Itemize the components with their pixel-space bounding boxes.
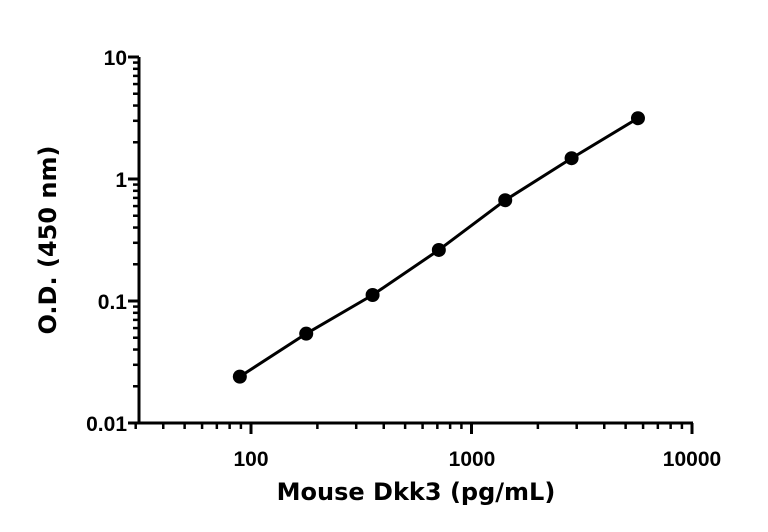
data-point [299, 326, 314, 341]
data-point [564, 151, 579, 166]
y-tick-label: 1 [115, 169, 127, 192]
x-tick-label: 1000 [449, 448, 496, 471]
data-point [365, 287, 380, 302]
x-tick-label: 10000 [663, 448, 721, 471]
y-tick-label: 0.01 [86, 413, 127, 436]
data-point [232, 369, 247, 384]
y-tick-label: 0.1 [98, 291, 128, 314]
x-tick-label: 100 [233, 448, 268, 471]
data-point [630, 111, 645, 126]
plot-area [128, 55, 694, 434]
y-tick-label: 10 [104, 47, 127, 70]
x-axis-title: Mouse Dkk3 (pg/mL) [277, 478, 556, 506]
data-point [431, 242, 446, 257]
data-point [498, 193, 513, 208]
y-axis-title: O.D. (450 nm) [34, 146, 62, 335]
